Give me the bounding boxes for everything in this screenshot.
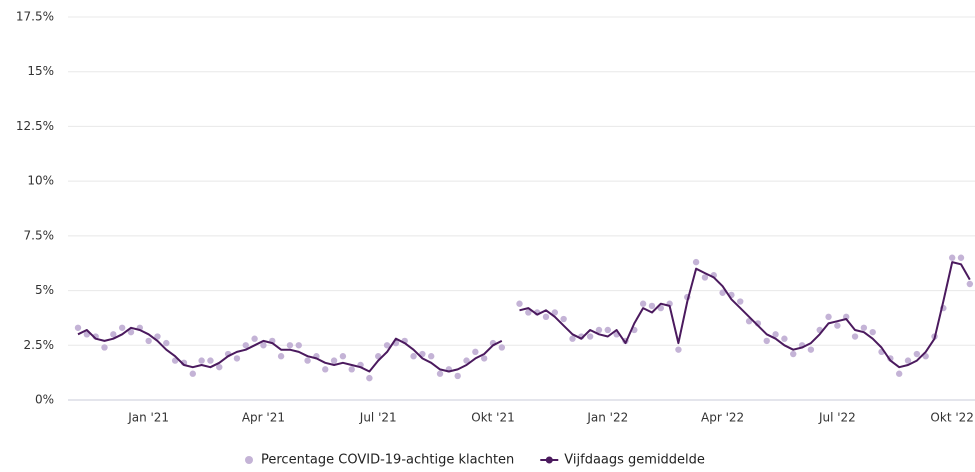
data-point	[948, 254, 956, 261]
data-point	[118, 324, 126, 331]
data-point	[895, 370, 903, 377]
data-point	[74, 324, 82, 331]
x-tick-label: Jan '22	[586, 411, 628, 425]
data-point	[763, 337, 770, 345]
legend-marker	[245, 456, 253, 464]
data-point	[560, 315, 567, 323]
data-point	[339, 353, 347, 360]
data-point	[772, 331, 779, 338]
data-point	[154, 333, 161, 340]
data-point	[251, 335, 258, 342]
data-point	[781, 335, 788, 342]
x-tick-label: Okt '21	[471, 411, 514, 425]
data-point	[480, 355, 488, 362]
y-tick-label: 5%	[35, 283, 54, 297]
data-point	[525, 309, 532, 316]
data-point	[569, 335, 576, 342]
legend-label: Vijfdaags gemiddelde	[564, 453, 705, 468]
x-tick-label: Jan '21	[127, 411, 169, 425]
data-point	[498, 344, 506, 351]
data-point	[692, 258, 700, 266]
data-point	[851, 333, 859, 340]
data-point	[295, 342, 302, 349]
data-point	[904, 357, 912, 364]
data-point	[595, 326, 603, 334]
y-tick-label: 7.5%	[24, 228, 55, 242]
data-point	[516, 300, 523, 307]
y-tick-label: 17.5%	[16, 10, 54, 24]
data-point	[198, 357, 205, 364]
x-tick-label: Okt '22	[930, 411, 973, 425]
data-point	[454, 372, 461, 380]
data-point	[216, 363, 223, 371]
data-point	[869, 328, 876, 336]
x-tick-label: Jul '22	[818, 411, 856, 425]
data-point	[913, 350, 921, 358]
data-point	[966, 280, 974, 288]
data-point	[860, 324, 868, 331]
data-point	[834, 322, 841, 329]
data-point	[639, 300, 647, 307]
data-point	[242, 342, 249, 349]
data-point	[957, 254, 965, 261]
data-point	[719, 289, 726, 296]
data-point	[675, 346, 682, 353]
data-point	[542, 313, 550, 321]
data-point	[366, 374, 373, 382]
data-point	[701, 274, 709, 281]
data-point	[463, 357, 470, 364]
data-point	[163, 339, 170, 347]
data-point	[101, 344, 108, 351]
legend-marker	[545, 456, 553, 464]
data-point	[322, 366, 329, 373]
y-tick-label: 12.5%	[16, 119, 54, 133]
data-point	[348, 366, 355, 373]
data-point	[586, 333, 594, 340]
data-point	[110, 331, 117, 338]
data-point	[189, 370, 196, 377]
data-point	[207, 357, 214, 364]
data-point	[383, 342, 391, 349]
data-point	[428, 353, 435, 360]
data-point	[436, 370, 444, 377]
data-point	[145, 337, 152, 345]
x-tick-label: Apr '21	[242, 411, 285, 425]
y-tick-label: 15%	[27, 64, 54, 78]
data-point	[233, 355, 241, 362]
average-line	[77, 261, 971, 373]
data-point	[551, 309, 559, 316]
x-tick-label: Apr '22	[701, 411, 744, 425]
y-tick-label: 0%	[35, 393, 54, 407]
data-point	[286, 342, 294, 349]
data-point	[807, 346, 815, 353]
data-point	[410, 353, 417, 360]
data-point	[790, 350, 797, 358]
data-point	[304, 357, 311, 364]
data-point	[277, 353, 285, 360]
y-tick-label: 2.5%	[24, 338, 55, 352]
data-point	[127, 328, 135, 336]
data-point	[472, 348, 479, 356]
x-tick-label: Jul '21	[359, 411, 397, 425]
data-point	[737, 298, 744, 305]
data-point	[825, 313, 832, 321]
data-point	[604, 326, 611, 334]
data-point	[260, 342, 267, 349]
y-tick-label: 10%	[27, 174, 54, 188]
data-point	[330, 357, 338, 364]
data-point	[648, 302, 656, 310]
legend-label: Percentage COVID-19-achtige klachten	[261, 453, 514, 468]
